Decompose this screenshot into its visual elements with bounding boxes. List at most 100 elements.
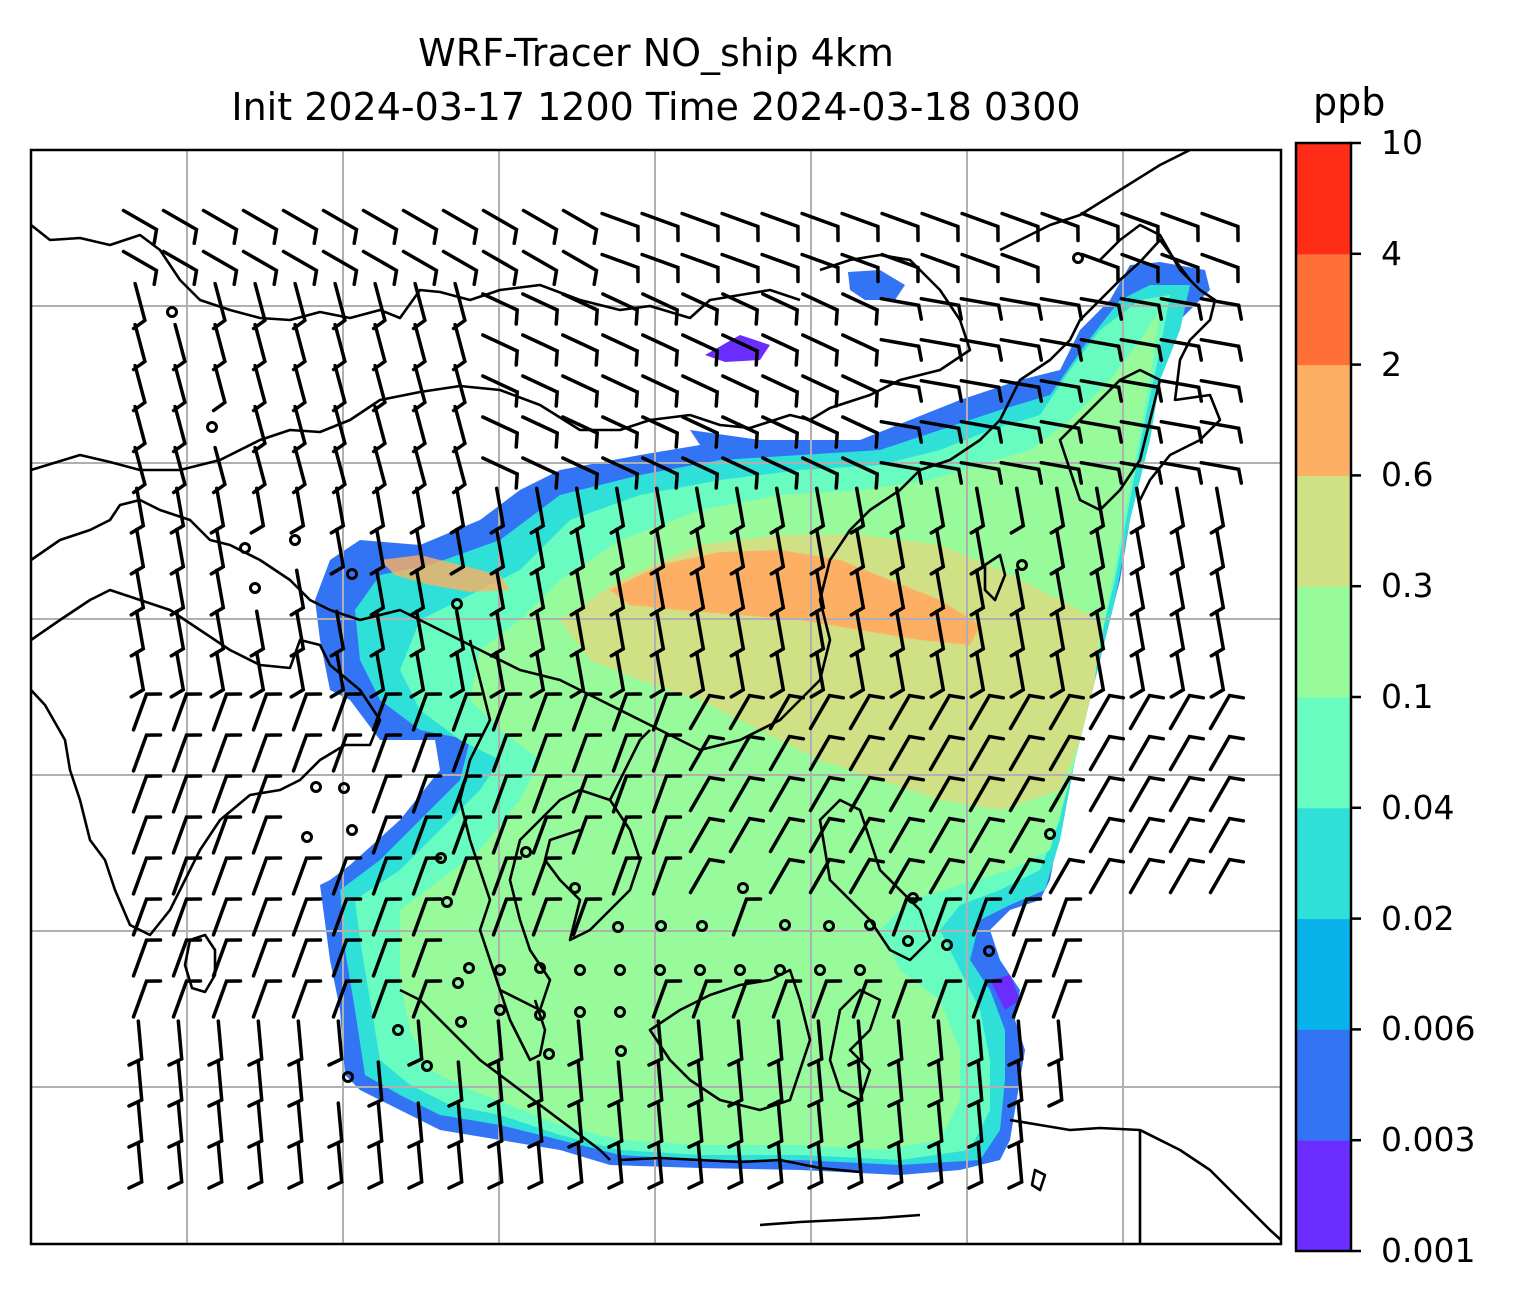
- wind-barb: [651, 979, 683, 1019]
- wind-barb: [329, 527, 346, 576]
- coastline-indochina: [458, 639, 642, 1012]
- wind-barb: [688, 734, 726, 772]
- wind-calm-circle: [1016, 559, 1028, 571]
- wind-calm-circle: [779, 919, 791, 931]
- wind-barb: [281, 208, 319, 246]
- wind-barb: [367, 1142, 384, 1190]
- wind-calm-circle: [346, 824, 358, 836]
- wind-barb: [1199, 419, 1244, 444]
- wind-barb: [879, 296, 924, 321]
- wind-barb: [211, 897, 243, 937]
- wind-barb: [531, 692, 563, 732]
- wind-barb: [527, 1060, 544, 1108]
- wind-barb: [760, 252, 800, 284]
- wind-barb: [531, 733, 563, 773]
- coastline-malay-peninsula: [488, 959, 547, 1062]
- wind-barb: [521, 249, 559, 287]
- wind-barb: [1200, 211, 1240, 243]
- wind-barb: [487, 1019, 504, 1067]
- wind-calm-circle: [614, 1006, 626, 1018]
- colorbar-tick-label: 0.1: [1381, 677, 1434, 716]
- wind-barb: [800, 211, 840, 243]
- wind-barb: [209, 609, 226, 658]
- wind-barb: [731, 897, 763, 937]
- wind-barb: [768, 775, 806, 813]
- wind-barb: [291, 322, 307, 372]
- tracer-field-patch-n2: [705, 335, 770, 362]
- wind-barb: [167, 1019, 184, 1067]
- coastline-sumatra: [399, 988, 611, 1161]
- wind-barb: [327, 1101, 344, 1149]
- coastline-korea: [1058, 368, 1162, 512]
- wind-barb: [768, 816, 806, 854]
- wind-calm-circle: [342, 1071, 354, 1083]
- wind-barb: [927, 1142, 944, 1190]
- wind-barb: [1209, 650, 1226, 699]
- wind-barb: [1119, 296, 1164, 321]
- wind-barb: [289, 568, 306, 617]
- wind-barb: [171, 938, 203, 978]
- wind-calm-circle: [249, 582, 261, 594]
- coastline-vietnam: [608, 729, 651, 801]
- border-india-north: [31, 498, 331, 612]
- coastline-china-coast: [849, 238, 1192, 531]
- wind-barb: [411, 774, 443, 814]
- wind-barb: [841, 333, 880, 367]
- wind-calm-circle: [823, 920, 835, 932]
- wind-barb: [287, 1142, 304, 1190]
- coastline-taiwan: [983, 553, 1007, 602]
- wind-barb: [211, 938, 243, 978]
- wind-barb: [1007, 1142, 1024, 1190]
- wind-barb: [211, 692, 243, 732]
- wind-barb: [561, 208, 599, 246]
- wind-barb: [331, 897, 363, 937]
- wind-barb: [651, 815, 683, 855]
- wind-barb: [651, 692, 683, 732]
- wind-barb: [1051, 938, 1083, 978]
- wind-barb: [1011, 979, 1043, 1019]
- wind-barb: [521, 415, 560, 449]
- wind-barb: [1169, 486, 1186, 535]
- wind-barb: [968, 734, 1006, 772]
- wind-barb: [761, 333, 800, 367]
- wind-calm-circle: [289, 534, 301, 546]
- wind-barb: [491, 897, 523, 937]
- wind-barb: [1007, 1060, 1024, 1108]
- wind-barb: [491, 733, 523, 773]
- wind-calm-circle: [435, 852, 447, 864]
- wind-barb: [131, 856, 163, 896]
- wind-barb: [1209, 486, 1226, 535]
- wind-barb: [287, 1019, 304, 1067]
- wind-barb: [451, 281, 467, 331]
- wind-barb: [251, 979, 283, 1019]
- wind-barb: [1128, 734, 1166, 772]
- wind-barb: [251, 692, 283, 732]
- wind-barb: [401, 208, 439, 246]
- wind-barb: [521, 456, 560, 490]
- wind-barb: [891, 897, 923, 937]
- wind-barb: [291, 979, 323, 1019]
- wind-barb: [1080, 211, 1120, 243]
- wind-barb: [888, 775, 926, 813]
- wind-barb: [999, 460, 1044, 485]
- colorbar-segment: [1296, 364, 1351, 476]
- wind-barb: [571, 815, 603, 855]
- wind-barb: [1169, 609, 1186, 658]
- wind-barb: [171, 363, 187, 413]
- wind-barb: [527, 1101, 544, 1149]
- colorbar-segment: [1296, 1140, 1351, 1252]
- wind-barb: [247, 1101, 264, 1149]
- colorbar-segment: [1296, 475, 1351, 587]
- wind-barb: [611, 692, 643, 732]
- wind-barb: [641, 292, 680, 326]
- wind-barb: [880, 252, 920, 284]
- wind-barb: [487, 1142, 504, 1190]
- wind-barb: [411, 363, 427, 413]
- wind-barb: [531, 815, 563, 855]
- wind-barb: [1039, 419, 1084, 444]
- wind-barb: [451, 445, 467, 495]
- wind-barb: [879, 337, 924, 362]
- wind-barb: [251, 733, 283, 773]
- wind-barb: [801, 415, 840, 449]
- wind-barb: [999, 296, 1044, 321]
